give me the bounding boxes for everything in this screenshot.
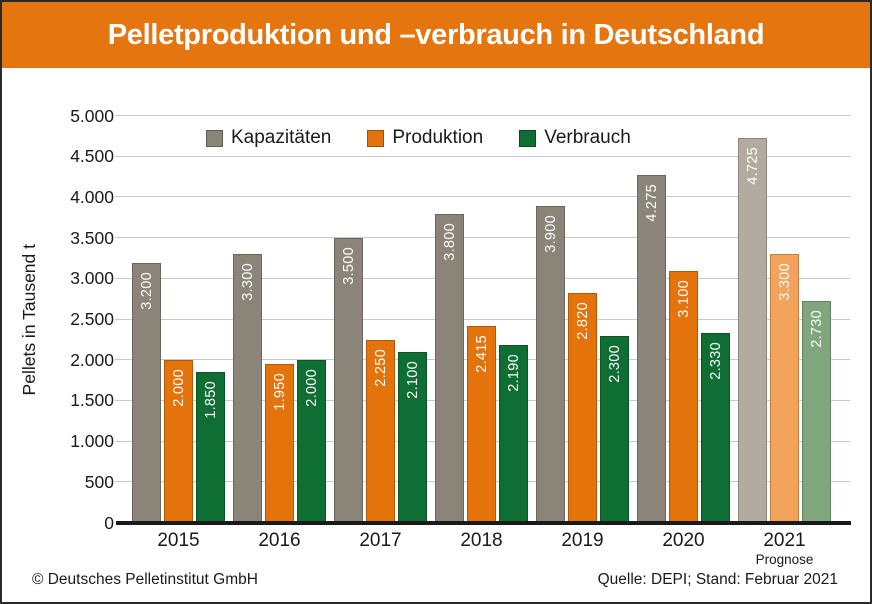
bar-produktion-2017: 2.250 [366,339,395,523]
source-text: Quelle: DEPI; Stand: Februar 2021 [597,571,838,588]
bar-group-2019: 3.900 2.820 2.300 2019 [536,116,629,551]
bar-kapazitaten-2019: 3.900 [536,205,565,523]
bar-value-label: 2.330 [707,342,724,381]
bar-group-2018: 3.800 2.415 2.190 2018 [435,116,528,551]
bar-value-label: 3.900 [542,214,559,253]
y-tick-label: 1.500 [70,390,114,411]
bar-kapazitaten-2020: 4.275 [637,175,666,523]
x-tick-label-2017: 2017 [359,530,402,551]
y-tick-label: 3.000 [70,268,114,289]
gridline [115,196,850,198]
bar-value-label: 2.100 [404,361,421,399]
gridline [115,277,850,279]
plot-area: Kapazitäten Produktion Verbrauch 3.200 2.00… [115,115,851,567]
y-tick-label: 2.000 [70,349,114,370]
bar-verbrauch-2020: 2.330 [701,333,730,523]
bar-value-label: 2.250 [372,348,389,387]
bar-verbrauch-2017: 2.100 [398,352,427,523]
bar-value-label: 1.850 [202,381,219,420]
bar-group-2020: 4.275 3.100 2.330 2020 [637,116,730,551]
copyright-text: © Deutsches Pelletinstitut GmbH [32,571,258,588]
y-tick-label: 3.500 [70,227,114,248]
x-tick-label-2020: 2020 [662,530,705,551]
bar-value-label: 2.190 [505,353,522,392]
legend-item-verbrauch: Verbrauch [519,127,631,149]
legend-label: Produktion [392,127,484,148]
bar-verbrauch-2018: 2.190 [499,344,528,523]
title-bar: Pelletproduktion und –verbrauch in Deuts… [2,2,870,68]
bar-value-label: 3.500 [340,247,357,285]
bar-value-label: 3.200 [138,271,155,310]
legend-swatch-kapazitaten [206,129,223,147]
bar-produktion-2020: 3.100 [669,270,698,523]
legend-label: Verbrauch [544,127,631,148]
bar-value-label: 3.300 [239,263,256,302]
forecast-note: Prognose [755,551,814,567]
bar-value-label: 3.800 [441,222,458,261]
bar-produktion-2015: 2.000 [164,360,193,523]
bar-value-label: 3.100 [675,279,692,318]
bar-value-label: 3.300 [776,263,793,302]
bar-group-2017: 3.500 2.250 2.100 2017 [334,116,427,551]
bar-kapazitaten-2016: 3.300 [233,254,262,523]
x-tick-label-2015: 2015 [157,530,200,551]
bar-groups: 3.200 2.000 1.850 2015 3.300 1.950 2.000 2016 3.… [120,116,850,567]
y-tick-label: 500 [84,471,114,492]
x-tick-label-2019: 2019 [561,530,604,551]
legend-item-produktion: Produktion [367,127,483,149]
bar-value-label: 4.725 [744,147,761,186]
x-tick-label-2018: 2018 [460,530,503,551]
bar-value-label: 2.300 [606,344,623,383]
bar-verbrauch-2019: 2.300 [600,335,629,523]
bar-produktion-2019: 2.820 [568,293,597,523]
bar-kapazitaten-2018: 3.800 [435,213,464,523]
gridline [115,115,850,116]
x-axis-line [116,521,851,525]
bar-kapazitaten-2017: 3.500 [334,238,363,523]
bar-produktion-2018: 2.415 [467,326,496,523]
legend-swatch-verbrauch [519,129,537,147]
bar-value-label: 4.275 [643,184,660,222]
bar-group-2016: 3.300 1.950 2.000 2016 [233,116,326,551]
bar-kapazitaten-2021: 4.725 [738,138,767,523]
bar-value-label: 1.950 [271,373,288,412]
x-tick-label-2021: 2021 Prognose [710,530,859,568]
bar-group-2015: 3.200 2.000 1.850 2015 [132,116,225,551]
bar-verbrauch-2021: 2.730 [802,300,831,523]
y-axis-ticks: 0 500 1.000 1.500 2.000 2.500 3.000 3.500 4.000 4… [2,107,114,531]
y-tick-label: 5.000 [70,105,114,126]
gridline [115,237,850,239]
bar-value-label: 2.415 [473,335,490,374]
bar-value-label: 2.000 [170,369,187,407]
page-title: Pelletproduktion und –verbrauch in Deuts… [107,18,765,51]
bar-group-2021: 4.725 3.300 2.730 2021 Prognose [738,116,831,567]
gridline [115,318,850,320]
bar-kapazitaten-2015: 3.200 [132,262,161,523]
bar-produktion-2021: 3.300 [770,254,799,523]
y-tick-label: 2.500 [70,308,114,329]
y-tick-label: 4.000 [70,186,114,207]
legend: Kapazitäten Produktion Verbrauch [206,127,631,149]
bar-verbrauch-2015: 1.850 [196,372,225,523]
legend-item-kapazitaten: Kapazitäten [206,127,331,149]
gridline [115,155,850,157]
legend-swatch-produktion [367,129,385,147]
bar-value-label: 2.730 [808,309,825,348]
bar-value-label: 2.820 [574,302,591,341]
y-tick-label: 0 [104,512,114,533]
bar-produktion-2016: 1.950 [265,364,294,523]
y-tick-label: 1.000 [70,430,114,451]
bar-verbrauch-2016: 2.000 [297,360,326,523]
legend-label: Kapazitäten [231,127,332,148]
x-tick-label-2016: 2016 [258,530,301,551]
y-tick-label: 4.500 [70,145,114,166]
bar-value-label: 2.000 [303,369,320,407]
